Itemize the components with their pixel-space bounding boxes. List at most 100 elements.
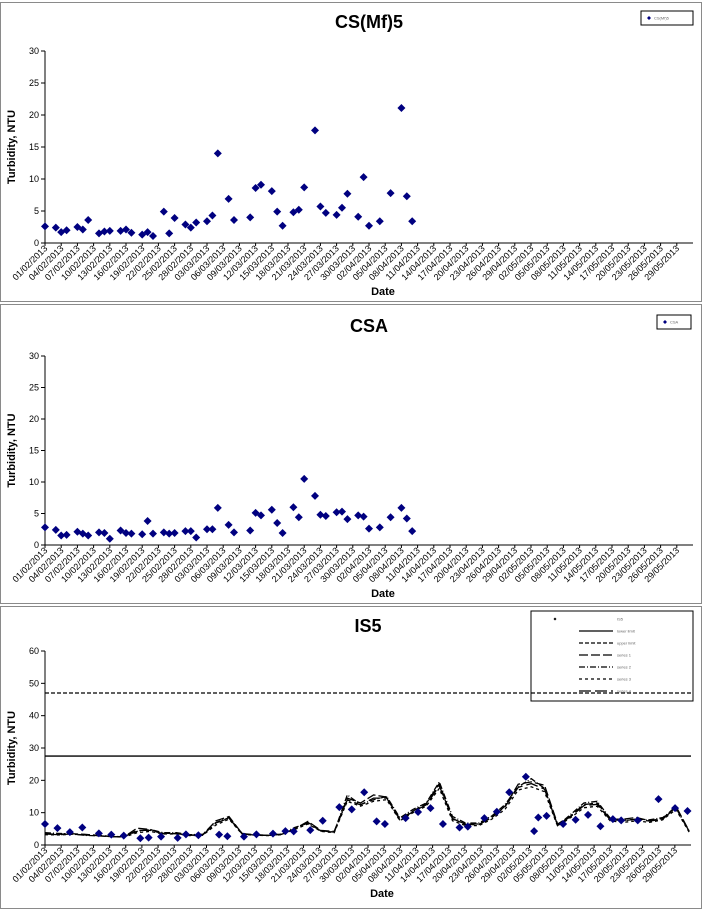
data-point [213, 149, 222, 158]
chart-title: IS5 [354, 616, 381, 636]
data-point [267, 505, 276, 514]
data-point [401, 814, 410, 823]
legend-label: lower limit [617, 629, 636, 634]
legend-label: series 3 [617, 677, 632, 682]
data-point [278, 529, 287, 538]
y-tick-label: 25 [29, 78, 39, 88]
data-point [116, 226, 125, 235]
data-point [239, 832, 248, 841]
data-point [251, 183, 260, 192]
data-point [278, 221, 287, 230]
chart-title: CSA [350, 316, 388, 336]
data-point [372, 817, 381, 826]
data-point [223, 832, 232, 841]
data-point [338, 203, 346, 212]
data-point [65, 828, 74, 837]
chart-is5: IS5010203040506001/02/201304/02/201307/0… [6, 610, 694, 900]
data-point [380, 819, 389, 828]
data-point [57, 531, 66, 540]
data-point [683, 807, 692, 816]
data-point [159, 207, 168, 216]
data-point [402, 514, 411, 523]
data-point [51, 525, 60, 534]
data-point [51, 223, 60, 232]
y-tick-label: 30 [29, 46, 39, 56]
data-point [281, 827, 290, 836]
y-tick-label: 25 [29, 383, 39, 393]
data-point [480, 814, 489, 823]
data-point [671, 804, 680, 813]
legend-label: series 4 [617, 689, 632, 694]
legend-marker [647, 16, 651, 20]
data-point [143, 228, 152, 237]
data-point [84, 531, 93, 540]
data-point [203, 525, 211, 534]
data-point [359, 512, 368, 521]
data-point [438, 819, 447, 828]
chart-title: CS(Mf)5 [335, 12, 403, 32]
data-point [157, 832, 166, 841]
data-point [289, 503, 298, 512]
data-point [62, 226, 71, 235]
data-point [203, 217, 211, 226]
x-axis-label: Date [370, 888, 394, 900]
data-point [95, 528, 103, 537]
legend-box [656, 314, 692, 330]
data-point [408, 527, 417, 536]
series-line [44, 781, 690, 838]
data-point [41, 819, 49, 828]
data-point [208, 525, 217, 534]
data-point [127, 529, 136, 538]
data-point [181, 527, 190, 536]
data-point [375, 523, 384, 532]
data-point [343, 515, 352, 524]
data-point [215, 830, 224, 839]
data-point [267, 187, 276, 196]
data-point [252, 830, 261, 839]
data-point [521, 772, 530, 781]
data-point [617, 816, 626, 825]
data-point [100, 227, 109, 236]
data-point [100, 529, 109, 538]
data-point [354, 212, 363, 221]
y-tick-label: 40 [29, 711, 39, 721]
data-point [213, 503, 222, 512]
data-point [257, 180, 265, 189]
data-point [230, 528, 238, 537]
data-point [173, 833, 182, 842]
chart-panel-is5: IS5 0 10 20 30 40 50 60 01/02/2013 04/02/2013 07/0… [0, 606, 702, 909]
series-line [44, 777, 690, 838]
data-point [186, 223, 195, 232]
data-point [136, 834, 145, 843]
data-point [143, 517, 152, 526]
data-point [542, 811, 551, 820]
series-line [44, 782, 690, 838]
data-point [257, 511, 265, 520]
legend-label: series 1 [617, 653, 632, 658]
y-tick-label: 30 [29, 351, 39, 361]
data-point [41, 222, 49, 231]
legend-label: CS(Mf)5 [654, 16, 670, 21]
data-point [149, 231, 157, 240]
data-point [386, 513, 395, 522]
data-point [311, 126, 319, 135]
data-point [321, 512, 330, 521]
data-point [360, 788, 369, 797]
data-point [294, 205, 303, 214]
data-point [194, 831, 203, 840]
data-point [105, 534, 114, 543]
data-point [78, 823, 87, 832]
data-point [165, 229, 174, 238]
data-point [122, 529, 130, 538]
data-point [386, 189, 395, 198]
data-point [321, 208, 330, 217]
data-point [402, 192, 411, 201]
data-point [463, 822, 472, 831]
y-tick-label: 15 [29, 446, 39, 456]
x-axis-label: Date [371, 588, 395, 600]
data-point [571, 815, 580, 824]
data-point [300, 183, 309, 192]
y-tick-label: 0 [34, 238, 39, 248]
y-tick-label: 10 [29, 477, 39, 487]
chart-panel-csa: CSA 0 5 10 15 20 25 30 01/02/2013 04/02/2013 07/02… [0, 304, 702, 604]
